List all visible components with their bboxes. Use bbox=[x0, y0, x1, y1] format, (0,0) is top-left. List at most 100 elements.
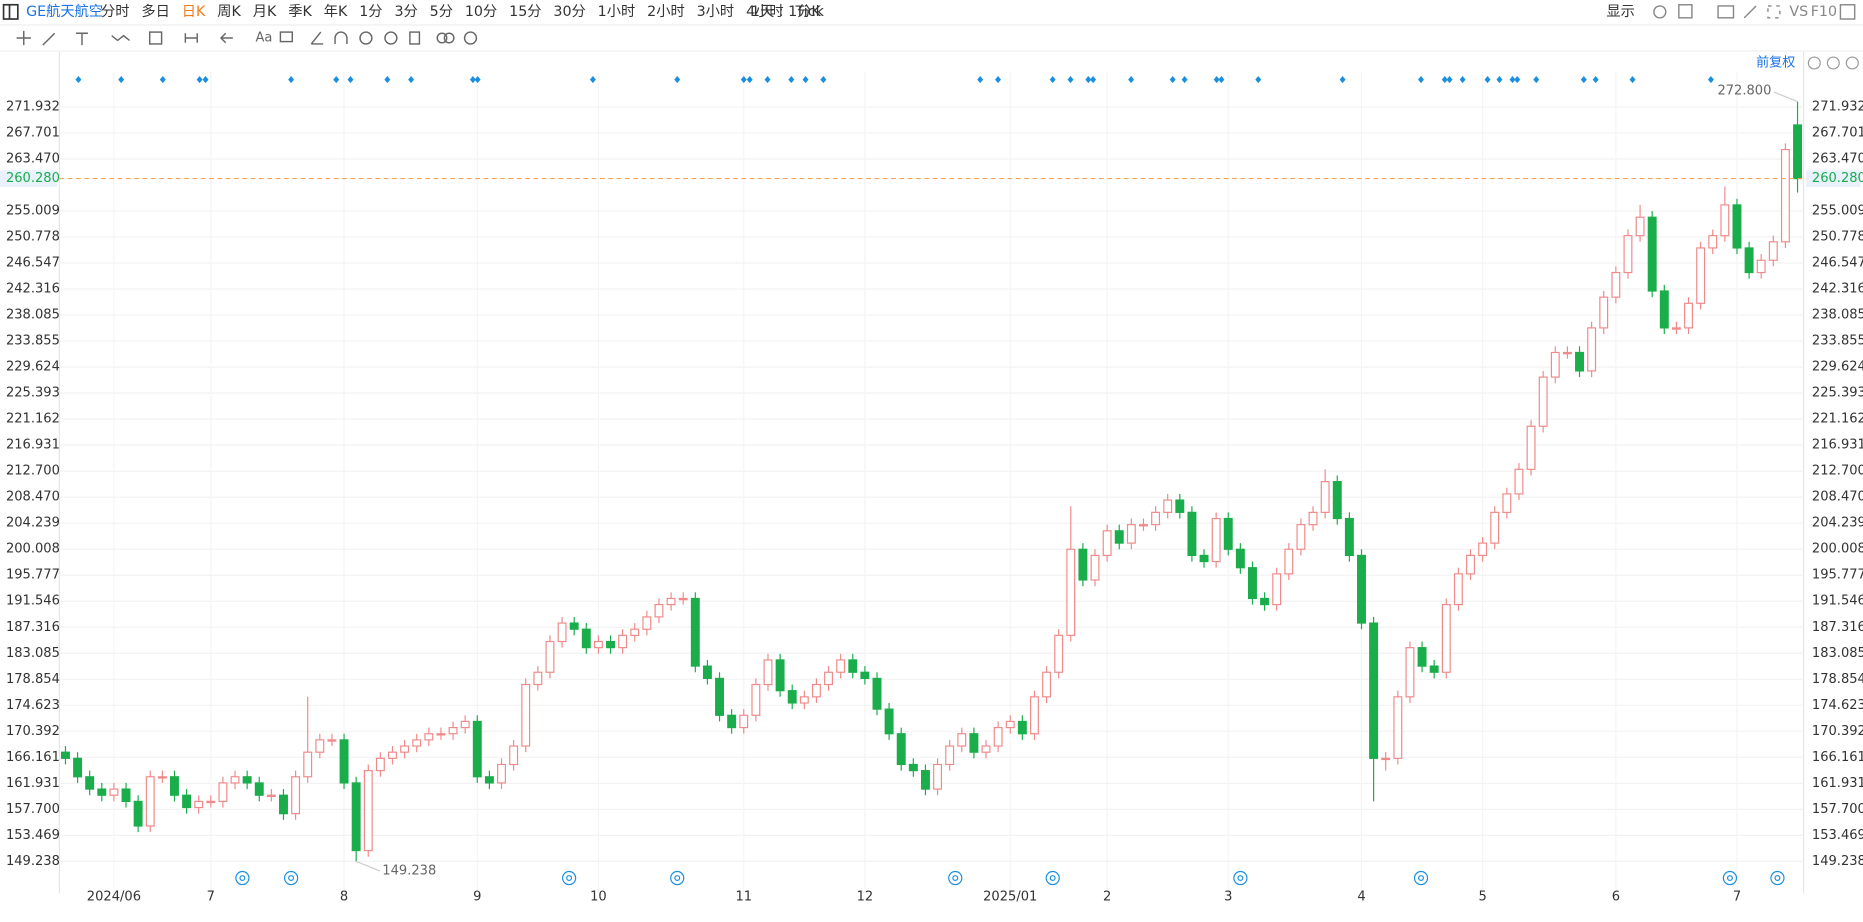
candle-body bbox=[424, 733, 434, 741]
period-tab[interactable]: 3小时 bbox=[697, 3, 735, 20]
period-tab[interactable]: 3分 bbox=[394, 3, 417, 20]
candle-body bbox=[896, 733, 906, 766]
candle-body bbox=[472, 720, 482, 778]
zoom-out-icon[interactable] bbox=[1826, 56, 1840, 70]
candle-body bbox=[291, 776, 301, 815]
sidebar-toggle[interactable] bbox=[2, 3, 19, 20]
candle-body bbox=[727, 714, 737, 729]
arrow-tool[interactable] bbox=[219, 32, 233, 44]
y-tick-label-right: 166.161 bbox=[1812, 750, 1863, 765]
y-tick-label-right: 229.624 bbox=[1812, 360, 1863, 375]
period-tab[interactable]: 5分 bbox=[430, 3, 453, 20]
candle-body bbox=[981, 745, 991, 753]
period-tab[interactable]: 10分 bbox=[465, 3, 497, 20]
settings-icon[interactable] bbox=[1653, 5, 1667, 19]
candle-body bbox=[1005, 720, 1015, 729]
delete-tool[interactable] bbox=[409, 31, 421, 45]
event-icon[interactable] bbox=[1722, 870, 1738, 886]
event-icon[interactable] bbox=[1045, 870, 1060, 886]
y-tick-label-left: 229.624 bbox=[6, 360, 60, 375]
pen-icon[interactable] bbox=[1743, 5, 1757, 19]
candle-body bbox=[1635, 216, 1645, 237]
y-tick-label-right: 212.700 bbox=[1812, 464, 1863, 479]
candle-body bbox=[678, 597, 688, 601]
angle-tool[interactable] bbox=[310, 31, 324, 45]
period-tab[interactable]: 日K bbox=[182, 4, 206, 20]
event-diamond bbox=[1484, 76, 1491, 84]
period-tab[interactable]: 年K bbox=[324, 3, 348, 20]
candle-body bbox=[1151, 511, 1161, 526]
fullscreen-icon[interactable] bbox=[1767, 5, 1781, 19]
candle-body bbox=[315, 739, 325, 753]
candle-body bbox=[1090, 554, 1100, 581]
event-icon[interactable] bbox=[948, 870, 963, 886]
period-tab[interactable]: 2小时 bbox=[647, 3, 685, 20]
y-tick-label-left: 238.085 bbox=[6, 308, 60, 323]
y-tick-label-left: 267.701 bbox=[6, 125, 60, 140]
candle-body bbox=[97, 788, 107, 796]
candle-body bbox=[60, 751, 70, 759]
magnet-tool[interactable] bbox=[334, 31, 348, 44]
y-tick-label-right: 250.778 bbox=[1812, 230, 1863, 245]
candle-body bbox=[642, 616, 652, 630]
event-icon[interactable] bbox=[1413, 870, 1429, 886]
period-tab[interactable]: 1分 bbox=[359, 3, 382, 20]
tool-settings[interactable] bbox=[463, 31, 478, 45]
display-menu[interactable]: 显示 bbox=[1606, 4, 1635, 20]
interval-select[interactable]: 1天 : 1分K bbox=[751, 3, 821, 20]
event-diamond bbox=[977, 76, 984, 84]
event-icon[interactable] bbox=[1770, 870, 1785, 886]
y-tick-label-right: 187.316 bbox=[1812, 620, 1863, 635]
period-tab[interactable]: 4小时 bbox=[746, 3, 784, 20]
period-tab[interactable]: 月K bbox=[253, 4, 277, 20]
event-icon[interactable] bbox=[235, 870, 250, 886]
layout-icon[interactable] bbox=[1678, 4, 1693, 19]
event-icon[interactable] bbox=[283, 870, 299, 886]
candle-body bbox=[1550, 351, 1560, 378]
period-tab[interactable]: 1小时 bbox=[598, 3, 636, 20]
compare-tool[interactable] bbox=[436, 32, 448, 44]
candle-body bbox=[1260, 597, 1270, 606]
f10-button[interactable]: F10 bbox=[1811, 4, 1837, 20]
line-tool[interactable] bbox=[42, 32, 56, 46]
period-tab[interactable]: 分时 bbox=[101, 3, 130, 20]
period-tab[interactable]: 30分 bbox=[553, 3, 585, 20]
last-price-label: 260.280 bbox=[1812, 171, 1863, 186]
measure-tool[interactable] bbox=[184, 33, 198, 43]
period-tab[interactable]: 15分 bbox=[509, 3, 541, 20]
candle-body bbox=[1187, 511, 1197, 557]
text-tool[interactable]: Aa bbox=[255, 31, 272, 46]
y-tick-label-right: 157.700 bbox=[1812, 802, 1863, 817]
period-tab[interactable]: Tick bbox=[795, 4, 825, 20]
note-tool[interactable] bbox=[279, 31, 293, 43]
period-tab[interactable]: 季K bbox=[288, 3, 312, 20]
event-icon[interactable] bbox=[561, 870, 577, 886]
camera-icon[interactable] bbox=[1717, 5, 1735, 19]
period-tab[interactable]: 多日 bbox=[141, 3, 170, 20]
candle-body bbox=[266, 794, 276, 798]
pattern-tool[interactable] bbox=[148, 31, 163, 45]
panel-icon[interactable] bbox=[1839, 4, 1856, 20]
channel-tool[interactable] bbox=[76, 32, 88, 46]
period-tab[interactable]: 周K bbox=[217, 4, 241, 20]
vs-button[interactable]: VS bbox=[1789, 4, 1808, 20]
candle-body bbox=[848, 659, 858, 673]
candle-body bbox=[1223, 517, 1233, 550]
move-tool[interactable] bbox=[16, 30, 31, 46]
hide-tool[interactable] bbox=[384, 31, 398, 45]
y-tick-label-right: 238.085 bbox=[1812, 308, 1863, 323]
y-tick-label-left: 200.008 bbox=[6, 542, 60, 557]
reset-icon[interactable] bbox=[1807, 56, 1821, 70]
adjust-mode[interactable]: 前复权 bbox=[1756, 54, 1795, 70]
y-tick-label-left: 216.931 bbox=[6, 438, 60, 453]
zoom-in-icon[interactable] bbox=[1845, 56, 1859, 70]
eye-tool[interactable] bbox=[359, 31, 373, 45]
event-diamond bbox=[802, 76, 809, 84]
event-icon[interactable] bbox=[1233, 870, 1248, 886]
candle-body bbox=[1320, 481, 1330, 513]
wave-tool[interactable] bbox=[111, 34, 130, 42]
symbol[interactable]: GE航天航空 bbox=[26, 3, 103, 20]
y-tick-label-left: 242.316 bbox=[6, 282, 60, 297]
candle-body bbox=[1696, 247, 1706, 304]
event-icon[interactable] bbox=[670, 870, 685, 886]
